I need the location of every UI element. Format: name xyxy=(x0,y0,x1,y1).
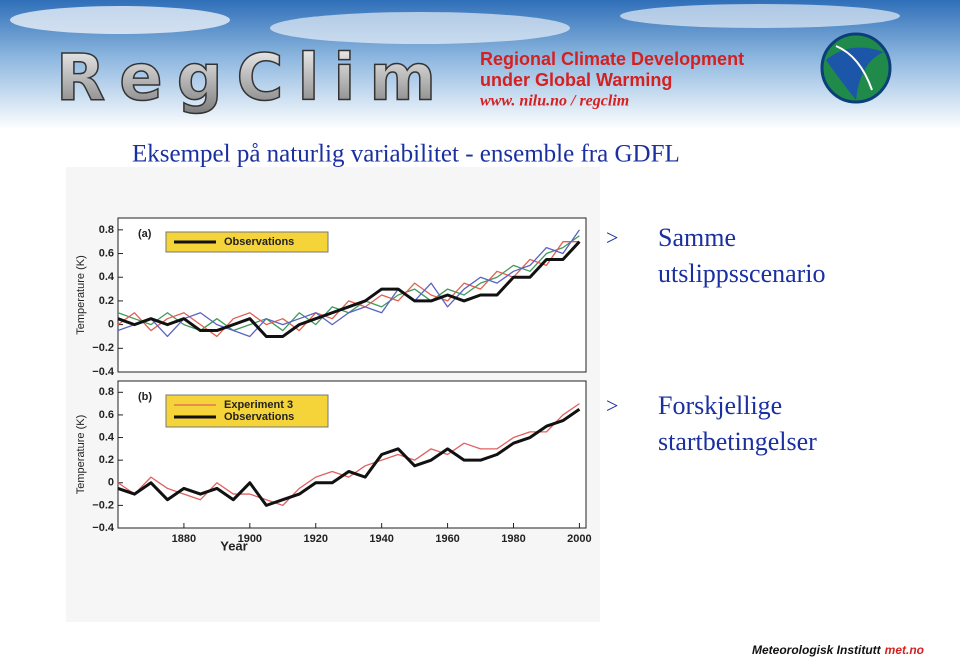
y-tick-label: 0.6 xyxy=(99,247,114,259)
url: www. nilu.no / regclim xyxy=(480,93,629,110)
x-tick-label: 2000 xyxy=(567,533,591,545)
x-tick-label: 1940 xyxy=(369,533,393,545)
y-tick-label: 0.2 xyxy=(99,295,114,307)
y-tick-label: 0.2 xyxy=(99,454,114,466)
y-tick-label: 0 xyxy=(108,477,114,489)
bullet-text: utslippsscenario xyxy=(658,259,826,288)
bullet-list: > Samme utslippsscenario > Forskjellige start… xyxy=(606,223,826,456)
bullet-text: Samme xyxy=(658,223,736,252)
y-tick-label: 0.8 xyxy=(99,386,114,398)
subtitle-line: under Global Warming xyxy=(480,70,672,90)
y-tick-label: 0.4 xyxy=(99,431,115,443)
bullet-marker: > xyxy=(606,393,618,418)
legend-label: Observations xyxy=(224,236,294,248)
footer-site: met.no xyxy=(885,643,924,657)
bullet-text: Forskjellige xyxy=(658,391,782,420)
data-line xyxy=(117,240,581,338)
x-tick-label: 1960 xyxy=(435,533,459,545)
figure: −0.4 −0.2 0 0.2 0.4 0.6 0.8 Temperature (K) (a) O… xyxy=(75,217,592,553)
bullet-text: startbetingelser xyxy=(658,427,817,456)
y-axis-label: Temperature (K) xyxy=(75,255,87,334)
y-axis-label: Temperature (K) xyxy=(75,415,87,494)
slide-title: Eksempel på naturlig variabilitet - ense… xyxy=(132,141,680,168)
x-tick-label: 1900 xyxy=(238,533,262,545)
globe-logo xyxy=(820,32,892,104)
x-axis-label: Year xyxy=(220,538,247,553)
data-line xyxy=(117,229,580,338)
y-tick-label: −0.4 xyxy=(92,366,115,378)
y-tick-label: −0.2 xyxy=(92,342,114,354)
bullet-marker: > xyxy=(606,225,618,250)
legend-label: Experiment 3 xyxy=(224,399,293,411)
cloud xyxy=(270,12,570,44)
logo-text: RegClim xyxy=(56,42,450,116)
x-tick-label: 1920 xyxy=(304,533,328,545)
legend-box xyxy=(165,394,329,428)
y-tick-label: −0.4 xyxy=(92,522,115,534)
y-tick-label: 0.6 xyxy=(99,409,114,421)
panel-label: (b) xyxy=(138,391,152,403)
data-line xyxy=(117,403,580,507)
x-tick-label: 1880 xyxy=(172,533,196,545)
y-tick-label: 0 xyxy=(108,319,114,331)
y-tick-label: 0.8 xyxy=(99,224,114,236)
legend-box xyxy=(165,231,329,253)
cloud xyxy=(10,6,230,34)
footer-institute: Meteorologisk Institutt xyxy=(752,643,882,657)
footer: Meteorologisk Institutt met.no xyxy=(752,643,924,657)
legend-label: Observations xyxy=(224,411,294,423)
x-tick-label: 1980 xyxy=(501,533,525,545)
y-tick-label: 0.4 xyxy=(99,271,115,283)
data-line xyxy=(117,408,581,507)
subtitle-line: Regional Climate Development xyxy=(480,49,744,69)
cloud xyxy=(620,4,900,28)
y-tick-label: −0.2 xyxy=(92,499,114,511)
data-line xyxy=(117,241,580,338)
panel-label: (a) xyxy=(138,228,152,240)
